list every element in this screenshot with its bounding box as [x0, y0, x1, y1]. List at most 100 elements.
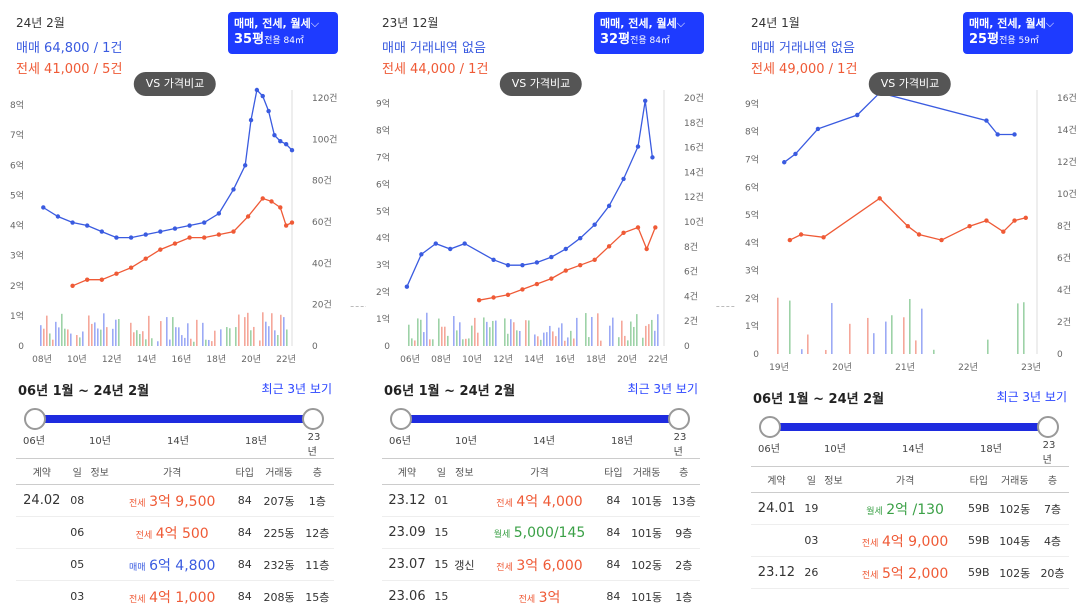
- data-point[interactable]: [520, 287, 525, 292]
- column-header[interactable]: 정보: [450, 458, 478, 485]
- column-header[interactable]: 타입: [232, 458, 258, 485]
- data-point[interactable]: [404, 284, 410, 289]
- column-header[interactable]: 일: [67, 458, 87, 485]
- column-header[interactable]: 일: [431, 458, 451, 485]
- data-point[interactable]: [653, 225, 658, 230]
- column-header[interactable]: 계약: [751, 466, 802, 493]
- table-row[interactable]: 23.06 15 전세 3억 84 101동 1층: [382, 580, 700, 607]
- date-range-slider[interactable]: [390, 404, 690, 434]
- data-point[interactable]: [984, 218, 989, 223]
- table-row[interactable]: 23.12 26 전세 5억 2,000 59B 102동 20층: [751, 556, 1069, 589]
- data-point[interactable]: [158, 247, 163, 252]
- data-point[interactable]: [939, 237, 944, 243]
- slider-start-handle[interactable]: [390, 408, 412, 430]
- data-point[interactable]: [644, 246, 649, 252]
- vs-compare-button[interactable]: VS 가격비교: [868, 72, 952, 96]
- data-point[interactable]: [635, 144, 641, 149]
- data-point[interactable]: [606, 203, 612, 209]
- column-header[interactable]: 가격: [846, 466, 965, 493]
- data-point[interactable]: [549, 276, 554, 281]
- data-point[interactable]: [491, 295, 496, 300]
- data-point[interactable]: [202, 220, 207, 225]
- column-header[interactable]: 층: [300, 458, 334, 485]
- table-row[interactable]: 03 전세 4억 9,000 59B 104동 4층: [751, 524, 1069, 557]
- column-header[interactable]: 타입: [964, 466, 994, 493]
- slider-track[interactable]: [769, 423, 1049, 431]
- data-point[interactable]: [635, 225, 641, 230]
- table-row[interactable]: 03 전세 4억 1,000 84 208동 15층: [16, 580, 334, 607]
- column-header[interactable]: 계약: [382, 458, 432, 485]
- data-point[interactable]: [578, 262, 583, 268]
- data-point[interactable]: [419, 252, 424, 257]
- data-point[interactable]: [99, 277, 105, 282]
- slider-start-handle[interactable]: [24, 408, 46, 430]
- column-header[interactable]: 계약: [16, 458, 68, 485]
- data-point[interactable]: [787, 237, 793, 243]
- data-point[interactable]: [621, 230, 626, 236]
- data-point[interactable]: [260, 196, 265, 201]
- slider-end-handle[interactable]: [302, 408, 324, 430]
- data-point[interactable]: [476, 297, 482, 303]
- data-point[interactable]: [245, 214, 251, 219]
- data-point[interactable]: [520, 262, 525, 268]
- data-point[interactable]: [505, 292, 511, 297]
- data-point[interactable]: [433, 241, 438, 246]
- data-point[interactable]: [114, 235, 119, 240]
- column-header[interactable]: 타입: [601, 458, 626, 485]
- data-point[interactable]: [41, 205, 46, 210]
- column-header[interactable]: 층: [1036, 466, 1069, 493]
- data-point[interactable]: [272, 132, 277, 138]
- type-filter-button[interactable]: 매매, 전세, 월세⌵ 25평전용 59㎡: [963, 12, 1073, 54]
- column-header[interactable]: 층: [667, 458, 700, 485]
- table-row[interactable]: 24.02 08 전세 3억 9,500 84 207동 1층: [16, 484, 334, 517]
- data-point[interactable]: [85, 277, 90, 282]
- table-row[interactable]: 23.07 15 갱신 전세 3억 6,000 84 102동 2층: [382, 548, 700, 581]
- data-point[interactable]: [278, 205, 283, 210]
- data-point[interactable]: [128, 265, 134, 270]
- data-point[interactable]: [643, 98, 648, 103]
- data-point[interactable]: [793, 151, 798, 157]
- data-point[interactable]: [266, 108, 271, 114]
- data-point[interactable]: [248, 117, 254, 123]
- data-point[interactable]: [855, 112, 860, 118]
- slider-track[interactable]: [400, 415, 680, 423]
- data-point[interactable]: [216, 211, 222, 216]
- data-point[interactable]: [283, 223, 289, 228]
- column-header[interactable]: 거래동: [257, 458, 301, 485]
- data-point[interactable]: [216, 232, 222, 237]
- data-point[interactable]: [592, 222, 597, 227]
- data-point[interactable]: [283, 142, 289, 147]
- data-point[interactable]: [231, 229, 236, 234]
- data-point[interactable]: [128, 235, 134, 240]
- date-range-slider[interactable]: [24, 404, 324, 434]
- column-header[interactable]: 거래동: [993, 466, 1036, 493]
- table-row[interactable]: 24.01 19 월세 2억 /130 59B 102동 7층: [751, 492, 1069, 525]
- data-point[interactable]: [1012, 132, 1017, 137]
- data-point[interactable]: [70, 283, 75, 288]
- column-header[interactable]: 가격: [477, 458, 602, 485]
- data-point[interactable]: [782, 160, 787, 165]
- table-row[interactable]: 23.09 15 월세 5,000/145 84 101동 9층: [382, 516, 700, 549]
- data-point[interactable]: [821, 235, 826, 240]
- data-point[interactable]: [231, 187, 236, 192]
- column-header[interactable]: 일: [801, 466, 821, 493]
- date-range-slider[interactable]: [759, 412, 1059, 442]
- recent-3-years-link[interactable]: 최근 3년 보기: [996, 390, 1067, 404]
- data-point[interactable]: [85, 223, 90, 228]
- data-point[interactable]: [967, 223, 972, 229]
- type-filter-button[interactable]: 매매, 전세, 월세⌵ 35평전용 84㎡: [228, 12, 338, 54]
- data-point[interactable]: [650, 155, 655, 160]
- slider-track[interactable]: [34, 415, 314, 423]
- data-point[interactable]: [534, 260, 540, 265]
- data-point[interactable]: [158, 229, 163, 234]
- table-row[interactable]: 05 매매 6억 4,800 84 232동 11층: [16, 548, 334, 581]
- data-point[interactable]: [278, 139, 283, 144]
- data-point[interactable]: [905, 223, 911, 229]
- data-point[interactable]: [242, 163, 248, 168]
- data-point[interactable]: [172, 241, 178, 246]
- data-point[interactable]: [289, 148, 295, 153]
- recent-3-years-link[interactable]: 최근 3년 보기: [261, 382, 332, 396]
- recent-3-years-link[interactable]: 최근 3년 보기: [627, 382, 698, 396]
- data-point[interactable]: [187, 223, 192, 228]
- column-header[interactable]: 가격: [112, 458, 232, 485]
